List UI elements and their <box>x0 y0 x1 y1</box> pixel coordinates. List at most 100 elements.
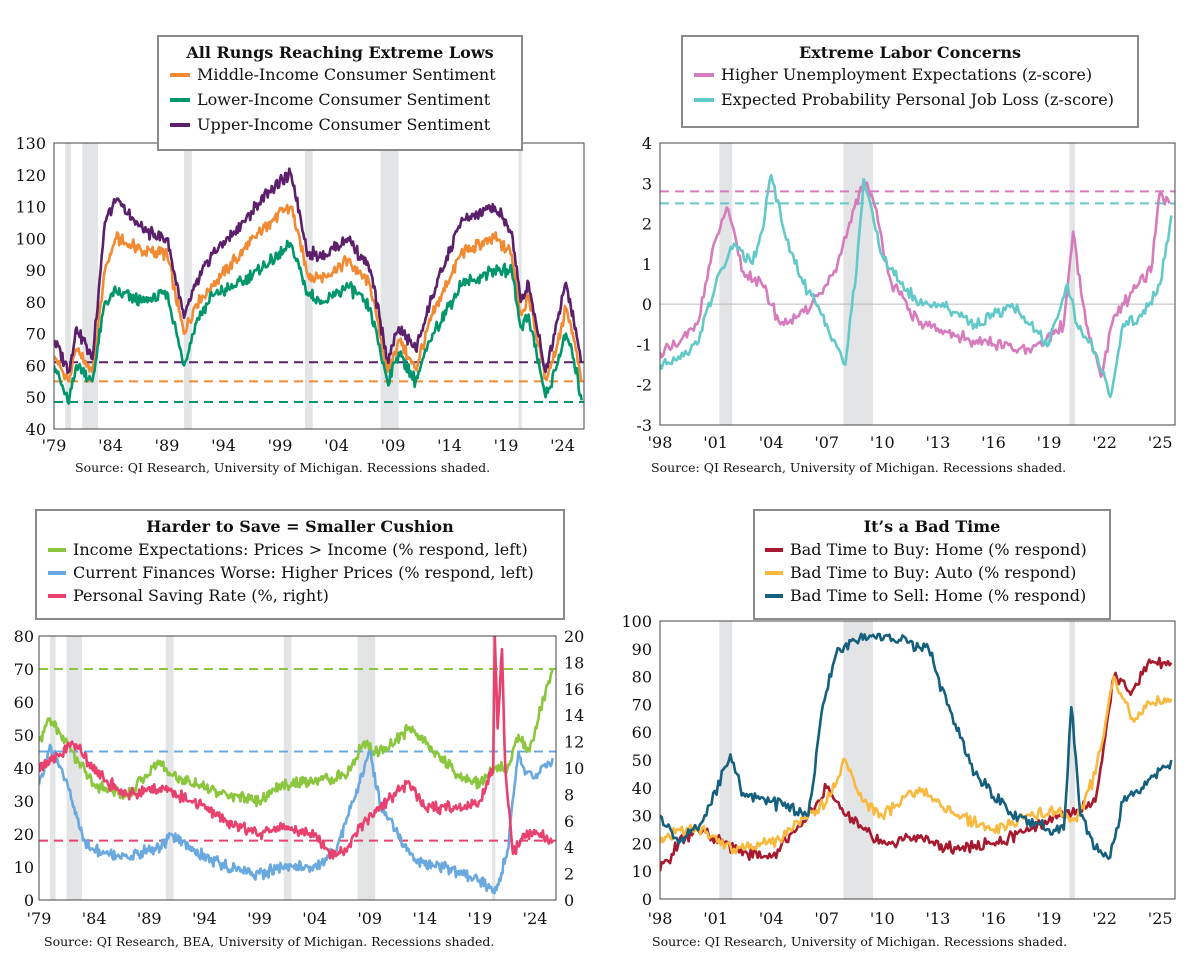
series-line <box>54 239 583 405</box>
y-tick-label: 40 <box>632 779 652 798</box>
x-tick-label: '04 <box>759 909 784 928</box>
recession-band <box>357 636 376 900</box>
x-tick-label: '98 <box>648 909 673 928</box>
x-tick-label: '16 <box>981 433 1006 452</box>
y-tick-label: 60 <box>26 356 46 375</box>
legend-box <box>753 509 1111 620</box>
y-right-tick-label: 10 <box>564 759 584 778</box>
recession-band <box>65 143 71 429</box>
recession-band <box>380 143 399 429</box>
series-line <box>54 203 583 383</box>
x-tick-label: '13 <box>925 433 950 452</box>
x-tick-label: '01 <box>703 433 728 452</box>
series-line <box>660 632 1173 860</box>
source-note: Source: QI Research, University of Michi… <box>651 460 1066 475</box>
y-tick-label: 10 <box>632 862 652 881</box>
chart-tr: -3 -2 -1 0 1 2 3 4 '98 '01 '04 '07 '10 '13 '16 '19 '22 '2… <box>636 35 1176 475</box>
y-right-tick-label: 16 <box>564 680 584 699</box>
x-tick-label: '89 <box>137 909 162 928</box>
series-line <box>660 656 1173 872</box>
x-tick-label: '25 <box>1148 909 1173 928</box>
recession-band <box>283 636 292 900</box>
x-tick-label: '14 <box>412 909 437 928</box>
y-right-tick-label: 12 <box>564 733 584 752</box>
y-tick-label: 30 <box>14 792 34 811</box>
x-tick-label: '10 <box>870 909 895 928</box>
recession-band <box>50 636 56 900</box>
x-tick-label: '10 <box>870 433 895 452</box>
x-tick-label: '14 <box>437 436 462 455</box>
y-tick-label: 90 <box>26 261 46 280</box>
y-tick-label: 70 <box>632 695 652 714</box>
y-tick-label: 10 <box>14 858 34 877</box>
y-tick-label: -1 <box>636 335 652 354</box>
legend-label: Middle-Income Consumer Sentiment <box>197 65 496 84</box>
y-right-tick-label: 2 <box>564 865 574 884</box>
source-note: Source: QI Research, University of Michi… <box>652 934 1067 949</box>
y-tick-label: 40 <box>26 420 46 439</box>
y-right-tick-label: 8 <box>564 785 574 804</box>
y-tick-label: 50 <box>14 726 34 745</box>
series-line <box>39 636 554 860</box>
x-tick-label: '16 <box>981 909 1006 928</box>
x-tick-label: '99 <box>268 436 293 455</box>
y-tick-label: 80 <box>14 627 34 646</box>
y-tick-label: -2 <box>636 376 652 395</box>
x-tick-label: '94 <box>192 909 217 928</box>
legend-label: Income Expectations: Prices > Income (% … <box>73 540 528 559</box>
legend-label: Expected Probability Personal Job Loss (… <box>721 90 1114 109</box>
recession-band <box>183 143 192 429</box>
recession-band <box>66 636 82 900</box>
x-tick-label: '22 <box>1092 909 1117 928</box>
legend-label: Personal Saving Rate (%, right) <box>73 586 329 605</box>
y-tick-label: 30 <box>632 807 652 826</box>
chart-tl: 40 50 60 70 80 90 100 110 120 130 '79 '84 '89 '94 '99 '… <box>15 35 585 475</box>
recession-band <box>719 143 733 425</box>
x-tick-label: '04 <box>324 436 349 455</box>
y-tick-label: 0 <box>24 891 34 910</box>
x-tick-label: '19 <box>468 909 493 928</box>
series-line <box>660 675 1173 855</box>
y-tick-label: 50 <box>26 388 46 407</box>
series-line <box>39 668 554 808</box>
y-right-tick-label: 20 <box>564 627 584 646</box>
y-tick-label: 130 <box>15 134 46 153</box>
y-tick-label: 80 <box>26 293 46 312</box>
x-tick-label: '13 <box>925 909 950 928</box>
series-line <box>660 178 1171 378</box>
x-tick-label: '24 <box>523 909 548 928</box>
y-right-tick-label: 6 <box>564 812 574 831</box>
y-tick-label: 0 <box>642 890 652 909</box>
chart-br: 0 10 20 30 40 50 60 70 80 90 100 '98 '01 '04 '07 '10 '13… <box>621 509 1176 949</box>
y-tick-label: 3 <box>642 174 652 193</box>
x-tick-label: '09 <box>357 909 382 928</box>
recession-band <box>1069 621 1075 899</box>
legend-label: Bad Time to Buy: Auto (% respond) <box>790 563 1076 582</box>
legend-label: Bad Time to Buy: Home (% respond) <box>790 540 1087 559</box>
x-tick-label: '19 <box>1037 433 1062 452</box>
x-tick-label: '22 <box>1092 433 1117 452</box>
x-tick-label: '79 <box>42 436 67 455</box>
x-tick-label: '07 <box>814 433 839 452</box>
y-tick-label: 0 <box>642 295 652 314</box>
y-right-tick-label: 18 <box>564 653 584 672</box>
chart-title: Harder to Save = Smaller Cushion <box>146 517 454 536</box>
x-tick-label: '25 <box>1148 433 1173 452</box>
y-tick-label: 20 <box>632 834 652 853</box>
y-tick-label: 80 <box>632 668 652 687</box>
source-note: Source: QI Research, BEA, University of … <box>44 934 494 949</box>
x-tick-label: '84 <box>98 436 123 455</box>
x-tick-label: '01 <box>703 909 728 928</box>
y-tick-label: 70 <box>14 660 34 679</box>
y-tick-label: 2 <box>642 215 652 234</box>
y-tick-label: -3 <box>636 416 652 435</box>
plot-frame <box>659 620 1176 900</box>
x-tick-label: '04 <box>759 433 784 452</box>
x-tick-label: '04 <box>302 909 327 928</box>
y-right-tick-label: 14 <box>564 706 584 725</box>
x-tick-label: '19 <box>1037 909 1062 928</box>
x-tick-label: '79 <box>27 909 52 928</box>
y-tick-label: 100 <box>621 612 652 631</box>
legend-box <box>681 35 1139 128</box>
